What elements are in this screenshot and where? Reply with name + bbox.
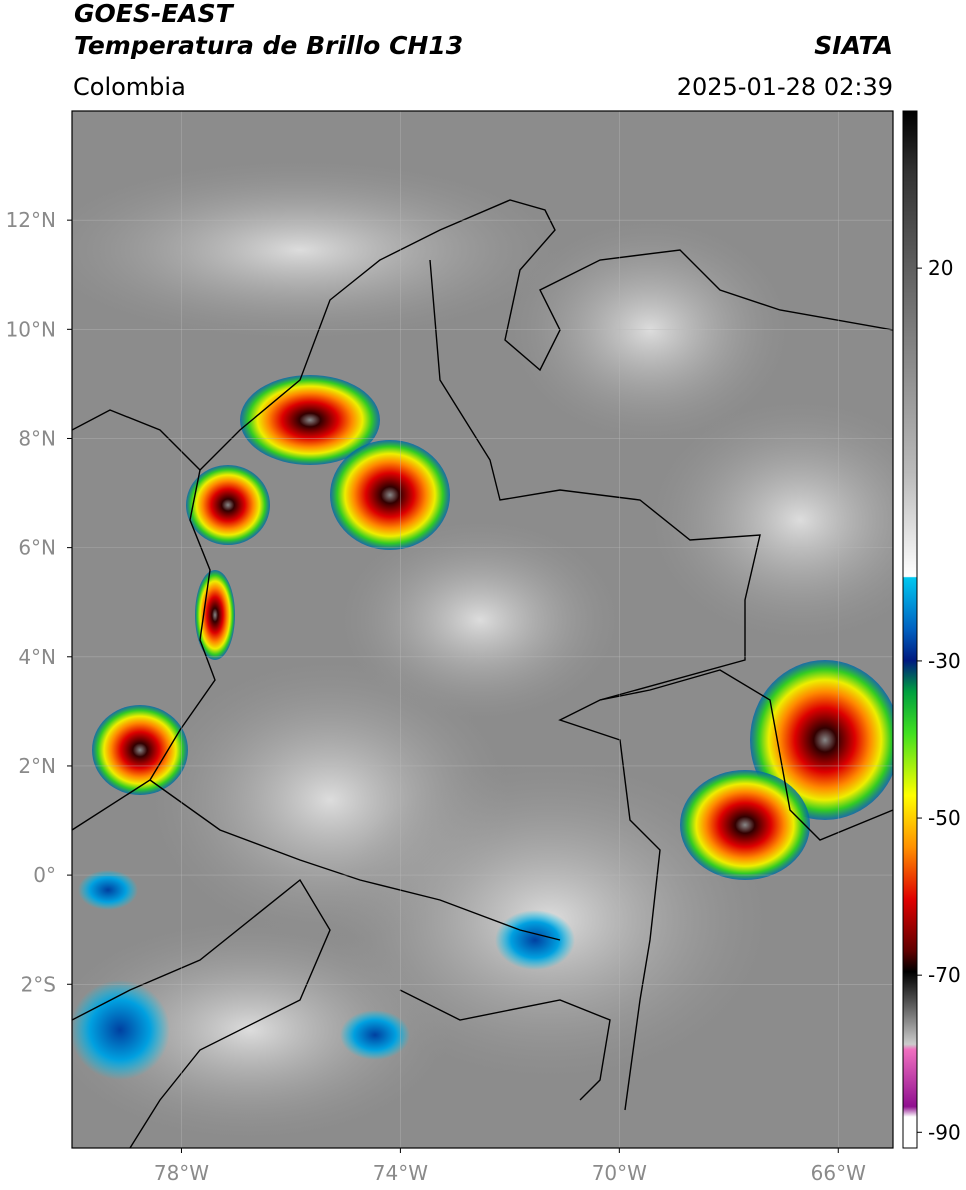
x-tick-label: 66°W <box>811 1161 866 1185</box>
y-tick-label: 6°N <box>18 536 56 560</box>
cold-cloud <box>72 980 170 1080</box>
cloud <box>650 400 893 640</box>
map-frame <box>71 110 894 1149</box>
subtitle: Temperatura de Brillo CH13 <box>74 31 463 60</box>
y-tick-label: 10°N <box>6 317 56 341</box>
storm <box>330 440 450 550</box>
colorbar-tick-label: -70 <box>928 963 961 987</box>
x-tick-label: 74°W <box>373 1161 428 1185</box>
storm <box>680 770 810 880</box>
colorbar-tick-label: -90 <box>928 1120 961 1144</box>
grid <box>72 111 893 1148</box>
storm <box>750 660 893 820</box>
cold-cloud <box>340 1010 410 1060</box>
y-tick-label: 8°N <box>18 426 56 450</box>
colorbar-tick-label: -50 <box>928 806 961 830</box>
title: GOES-EAST <box>74 0 235 28</box>
source: SIATA <box>814 31 893 60</box>
y-tick-label: 4°N <box>18 645 56 669</box>
storm <box>186 465 270 545</box>
cold-cloud <box>495 910 575 970</box>
cold-cloud <box>78 870 138 910</box>
satellite-image <box>72 111 893 1148</box>
storm <box>92 705 188 795</box>
x-tick-label: 78°W <box>154 1161 209 1185</box>
region: Colombia <box>73 73 186 101</box>
y-tick-label: 2°N <box>18 754 56 778</box>
colorbar <box>902 110 918 1149</box>
y-tick-label: 12°N <box>6 208 56 232</box>
datetime: 2025-01-28 02:39 <box>677 73 893 101</box>
y-tick-label: 2°S <box>21 972 56 996</box>
y-tick-label: 0° <box>33 863 56 887</box>
cloud <box>340 520 620 720</box>
colorbar-tick-label: -30 <box>928 649 961 673</box>
colorbar-tick-label: 20 <box>928 256 953 280</box>
cloud <box>72 160 560 340</box>
x-tick-label: 70°W <box>592 1161 647 1185</box>
cloud <box>510 220 790 440</box>
storm <box>195 570 235 660</box>
storm <box>240 375 380 465</box>
borders <box>72 199 893 1148</box>
